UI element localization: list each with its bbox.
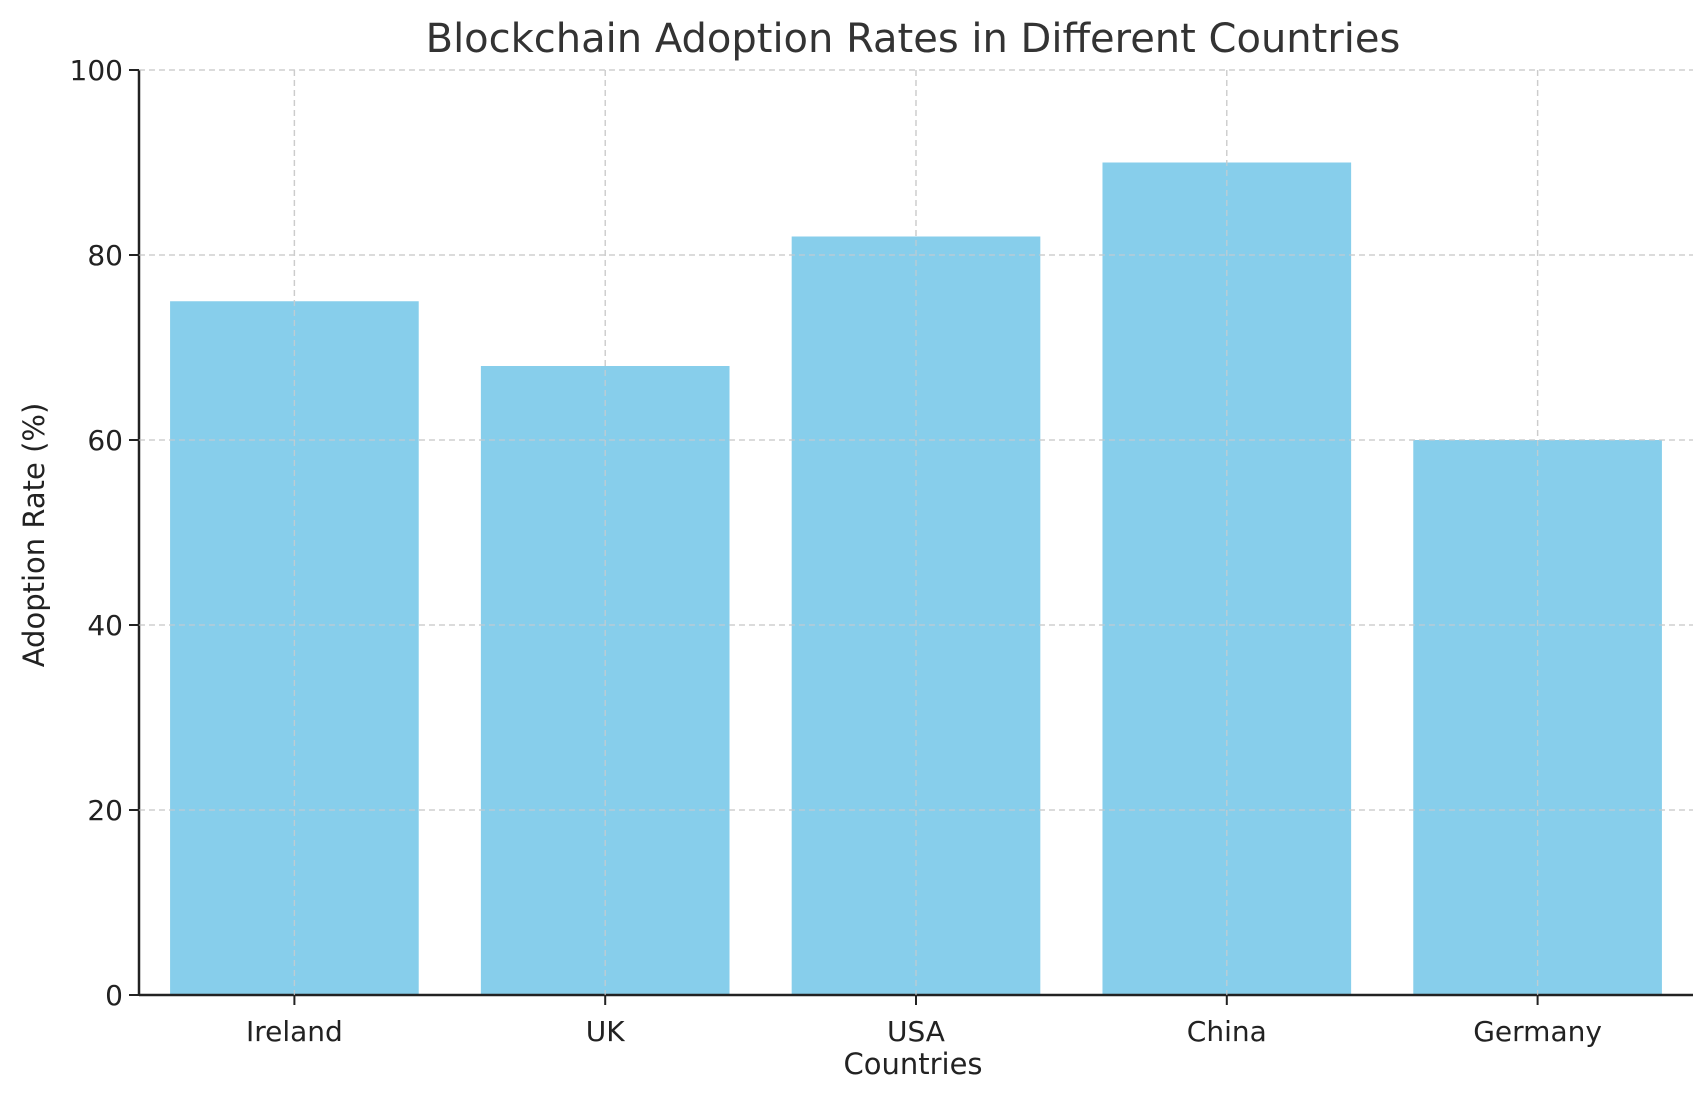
- y-tick-label: 60: [87, 424, 123, 457]
- x-tick-label: USA: [887, 1015, 945, 1048]
- y-tick-label: 0: [105, 979, 123, 1012]
- y-tick-label: 80: [87, 239, 123, 272]
- tick-labels: 0 20 40 60 80 100 Ireland UK USA China Germany: [70, 54, 1602, 1048]
- y-axis-label: Adoption Rate (%): [17, 403, 51, 668]
- x-tick-label: UK: [586, 1015, 625, 1048]
- x-tick-label: Ireland: [246, 1015, 343, 1048]
- y-tick-label: 40: [87, 609, 123, 642]
- tick-marks: [129, 69, 1693, 1005]
- x-tick-label: Germany: [1473, 1015, 1602, 1048]
- y-tick-label: 100: [70, 54, 123, 87]
- chart-title: Blockchain Adoption Rates in Different C…: [426, 16, 1401, 62]
- y-tick-label: 20: [87, 794, 123, 827]
- bar-ireland: [170, 301, 419, 995]
- x-tick-label: China: [1187, 1015, 1267, 1048]
- x-axis-label: Countries: [843, 1047, 982, 1081]
